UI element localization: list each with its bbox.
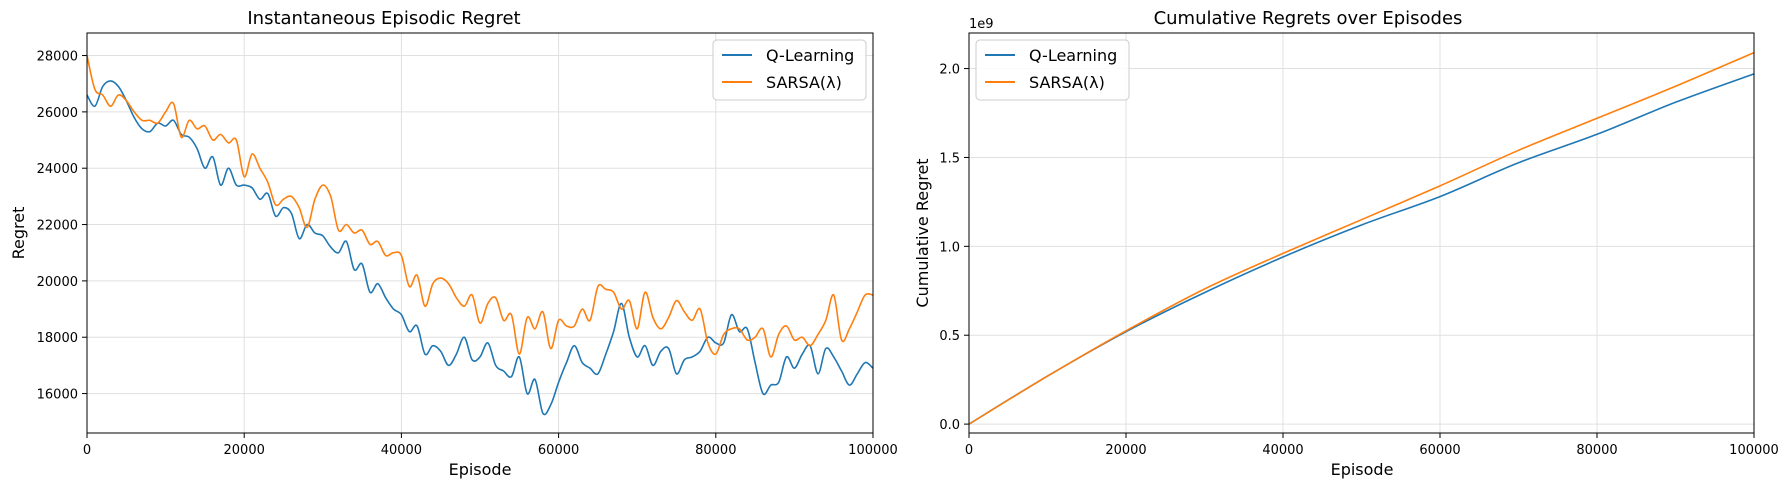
y-tick-label: 1.5 xyxy=(939,151,960,166)
x-tick-label: 100000 xyxy=(848,443,898,458)
legend: Q-Learning SARSA(λ) xyxy=(712,39,867,101)
series-line-sarsa xyxy=(968,51,1755,425)
y-tick-label: 0.0 xyxy=(939,418,960,433)
series-line-q-learning xyxy=(86,80,874,416)
series-line-sarsa xyxy=(86,55,874,358)
x-tick-label: 100000 xyxy=(1729,443,1779,458)
cumulative-panel: Cumulative Regrets over Episodes 1e9 0 20… xyxy=(913,8,1779,479)
y-tick-label: 1.0 xyxy=(939,240,960,255)
y-axis-ticks: 16000 18000 20000 22000 24000 26000 28000 xyxy=(37,50,87,403)
x-axis-label: Episode xyxy=(1331,460,1394,479)
y-tick-label: 0.5 xyxy=(939,329,960,344)
x-tick-label: 20000 xyxy=(1105,443,1146,458)
y-tick-label: 16000 xyxy=(37,388,78,403)
x-tick-label: 60000 xyxy=(538,443,579,458)
y-axis-label: Regret xyxy=(9,207,28,260)
y-tick-label: 22000 xyxy=(37,219,78,234)
y-tick-label: 28000 xyxy=(37,50,78,65)
regret-panel: Instantaneous Episodic Regret 0 20000 4000… xyxy=(9,8,898,479)
x-axis-ticks: 0 20000 40000 60000 80000 100000 xyxy=(83,433,898,458)
y-axis-offset: 1e9 xyxy=(969,17,994,32)
x-tick-label: 20000 xyxy=(224,443,265,458)
plot-frame xyxy=(968,32,1755,434)
y-tick-label: 2.0 xyxy=(939,63,960,78)
x-tick-label: 0 xyxy=(965,443,973,458)
x-axis-ticks: 0 20000 40000 60000 80000 100000 xyxy=(965,433,1779,458)
y-tick-label: 24000 xyxy=(37,162,78,177)
legend-label-sarsa: SARSA(λ) xyxy=(766,73,842,92)
series-line-q-learning xyxy=(968,73,1755,425)
series-lines xyxy=(86,55,874,416)
chart-title: Instantaneous Episodic Regret xyxy=(247,8,520,29)
legend: Q-Learning SARSA(λ) xyxy=(975,39,1130,101)
plot-frame xyxy=(86,32,874,434)
x-tick-label: 40000 xyxy=(1262,443,1303,458)
y-tick-label: 20000 xyxy=(37,275,78,290)
y-tick-label: 18000 xyxy=(37,331,78,346)
y-tick-label: 26000 xyxy=(37,106,78,121)
x-axis-label: Episode xyxy=(449,460,512,479)
y-axis-label: Cumulative Regret xyxy=(913,158,932,307)
legend-label-q-learning: Q-Learning xyxy=(766,46,854,65)
chart-title: Cumulative Regrets over Episodes xyxy=(1154,8,1463,29)
y-axis-ticks: 0.0 0.5 1.0 1.5 2.0 xyxy=(939,63,969,433)
x-tick-label: 80000 xyxy=(1576,443,1617,458)
x-tick-label: 60000 xyxy=(1419,443,1460,458)
x-tick-label: 40000 xyxy=(381,443,422,458)
x-tick-label: 80000 xyxy=(695,443,736,458)
legend-label-q-learning: Q-Learning xyxy=(1029,46,1117,65)
legend-label-sarsa: SARSA(λ) xyxy=(1029,73,1105,92)
x-tick-label: 0 xyxy=(83,443,91,458)
series-lines xyxy=(968,51,1755,425)
